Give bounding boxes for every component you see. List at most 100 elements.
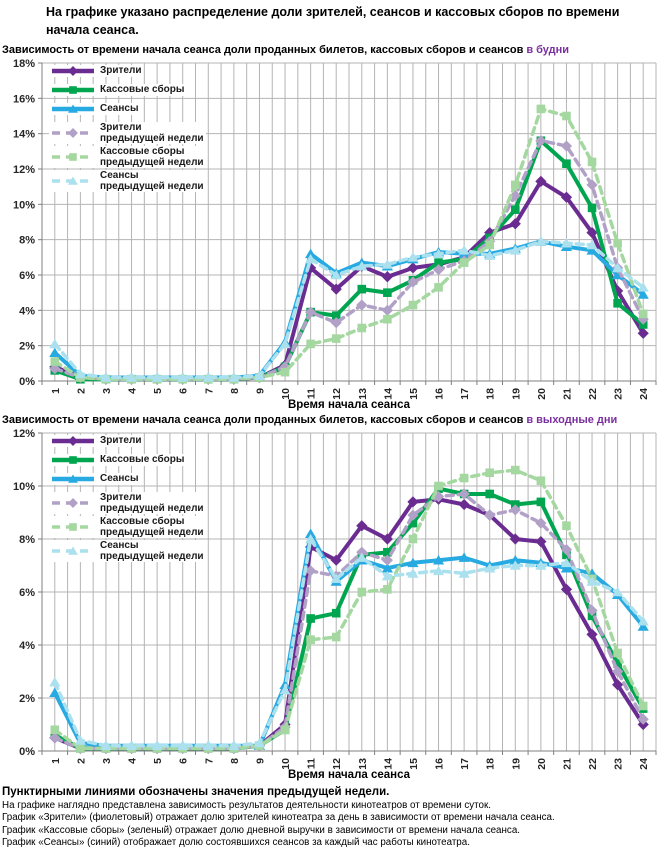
x-axis-tick-label: 22 [587,757,599,769]
marker-box-office-prev [383,584,392,594]
x-axis-tick-label: 23 [613,757,625,769]
marker-sessions-prev [535,559,547,570]
y-axis-tick-label: 2% [19,340,35,352]
marker-viewers-prev [586,604,598,616]
marker-viewers [407,495,419,507]
x-axis-tick-label: 15 [408,387,420,399]
marker-box-office [485,489,495,498]
footer-note-3: График «Кассовые сборы» (зеленый) отража… [2,824,520,836]
marker-box-office [357,284,367,293]
x-axis-tick-label: 20 [536,387,548,399]
box-office-prev-swatch-marker [69,522,77,531]
legend-label: Кассовые сборы предыдущей недели [100,145,204,168]
marker-viewers [509,217,521,229]
legend-item-box-office-prev: Кассовые сборы предыдущей недели [49,145,206,168]
x-axis-tick-label: 15 [408,757,420,769]
chart-weekday-subtitle: Зависимость от времени начала сеанса дол… [2,43,668,57]
legend-item-sessions-prev: Сеансы предыдущей недели [49,539,206,562]
x-axis-tick-label: 17 [459,387,471,399]
marker-box-office-prev [510,465,520,474]
x-axis-tick-label: 1 [50,757,62,763]
marker-box-office-prev [280,725,290,734]
marker-sessions-prev [458,244,470,255]
legend-label: Сеансы предыдущей недели [100,539,204,562]
x-axis-tick-label: 7 [203,387,215,393]
series-sessions-prev [49,235,649,382]
marker-sessions-prev [177,371,189,382]
y-axis-tick-label: 2% [19,693,35,705]
x-axis-tick-label: 20 [536,757,548,769]
x-axis-tick-label: 7 [203,757,215,763]
marker-sessions [560,562,573,572]
legend-item-viewers-prev: Зрители предыдущей недели [49,121,206,144]
x-axis-tick-label: 3 [101,757,113,763]
marker-box-office-prev [587,157,597,166]
x-axis-tick-label: 24 [638,387,650,399]
marker-sessions-prev [458,567,470,578]
x-axis-title: Время начала сеанса [288,769,411,781]
y-axis-tick-label: 16% [13,93,35,105]
marker-sessions-prev [612,262,624,272]
marker-sessions-prev [279,684,291,694]
marker-box-office [306,613,315,623]
viewers-swatch-marker [68,435,78,446]
legend-label: Зрители [100,65,142,76]
marker-box-office [331,310,341,320]
marker-box-office-prev [485,467,495,477]
marker-sessions [49,687,61,697]
marker-sessions-prev [305,533,317,543]
marker-sessions-prev [202,371,214,382]
legend-label: Зрители предыдущей недели [100,121,204,144]
marker-box-office-prev [357,587,367,596]
legend-item-viewers-prev: Зрители предыдущей недели [49,491,206,514]
marker-viewers [535,175,547,187]
marker-box-office-prev [383,314,392,323]
legend-item-box-office-prev: Кассовые сборы предыдущей недели [49,515,206,538]
chart-weekday-block: Зависимость от времени начала сеанса дол… [0,43,668,413]
x-axis-tick-label: 22 [587,387,599,399]
marker-viewers-prev [356,298,368,311]
footer-bold-note: Пунктирными линиями обозначены значения … [2,785,390,798]
marker-sessions [305,528,317,538]
marker-sessions-prev [509,559,521,570]
x-axis-tick-label: 9 [254,757,266,763]
box-office-prev-swatch-icon [52,152,94,161]
series-line-sessions-prev [53,536,645,747]
marker-sessions-prev [637,615,649,625]
legend-0: Зрители Кассовые сборы Сеансы Зрители преды… [49,64,206,194]
marker-sessions-prev [484,562,496,572]
y-axis-tick-label: 8% [19,234,35,246]
marker-box-office-prev [459,257,469,267]
sessions-swatch-marker [68,103,78,113]
x-axis-tick-label: 18 [485,387,497,399]
marker-sessions-prev [612,586,624,596]
marker-box-office-prev [306,339,315,348]
marker-sessions [509,554,521,564]
axes: 0%2%4%6%8%10%12%1 2 3 4 5 6 7 8 9 10 11 12 13 14 15 16 1… [13,428,657,781]
marker-sessions-prev [202,740,214,750]
marker-box-office-prev [408,300,418,309]
y-axis-tick-label: 18% [13,58,35,70]
sessions-prev-swatch-icon [52,545,94,555]
marker-sessions-prev [279,338,291,348]
x-axis-tick-label: 12 [331,387,343,399]
marker-viewers-prev [458,487,470,500]
x-axis-tick-label: 19 [510,387,522,399]
footer-note-2: График «Зрители» (фиолетовый) отражает д… [2,812,555,823]
legend-item-sessions: Сеансы [49,102,141,115]
marker-sessions-prev [356,260,368,270]
y-axis-tick-label: 4% [19,640,35,652]
marker-box-office-prev [331,333,341,343]
marker-box-office-prev [536,104,546,113]
y-axis-tick-label: 12% [13,164,35,176]
marker-viewers [612,284,624,296]
marker-sessions-prev [407,567,419,578]
y-axis-tick-label: 0% [19,746,35,758]
chart-svg-0: 0%2%4%6%8%10%12%14%16%18%1 2 3 4 5 6 7 8 9 10 11 12… [13,58,657,411]
chart-svg-1: 0%2%4%6%8%10%12%1 2 3 4 5 6 7 8 9 10 11 12 13 14 15 16 1… [13,428,657,781]
box-office-prev-swatch-marker [69,152,77,161]
series-line-sessions-prev [53,239,645,379]
marker-sessions [432,554,445,564]
footer-note-4: График «Сеансы» (синий) отображает долю … [2,837,470,848]
y-axis-tick-label: 6% [19,587,35,599]
